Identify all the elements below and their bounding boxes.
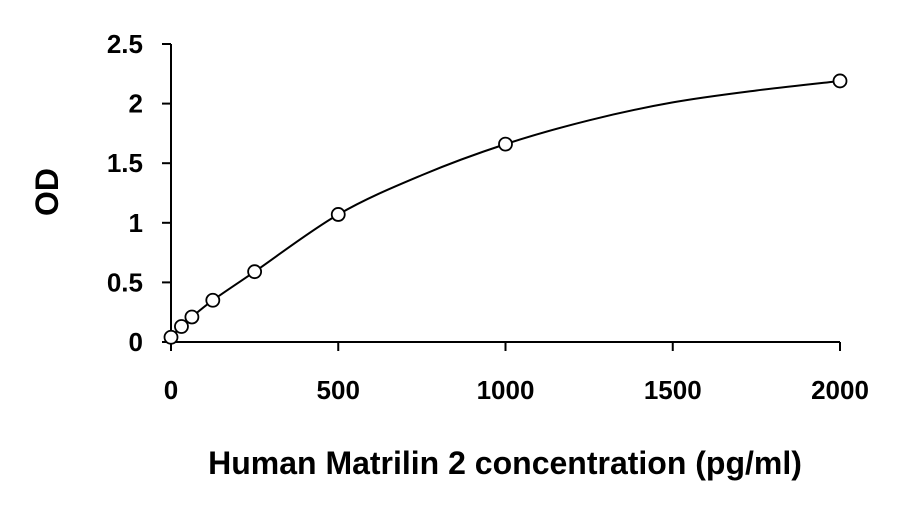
data-point	[832, 73, 848, 89]
data-point	[163, 329, 179, 345]
data-point	[174, 319, 189, 334]
y-tick-label: 2	[129, 89, 143, 119]
data-point	[247, 264, 263, 280]
x-tick-label: 1000	[477, 375, 535, 405]
tick-marks	[162, 43, 841, 351]
x-tick-label: 0	[164, 375, 178, 405]
data-point	[498, 136, 513, 152]
data-points	[163, 73, 848, 345]
data-point	[330, 207, 346, 222]
y-tick-label: 1.5	[107, 148, 143, 178]
data-point	[184, 309, 200, 325]
axes	[163, 44, 840, 343]
x-tick-label: 1500	[644, 375, 702, 405]
x-tick-label: 2000	[811, 375, 869, 405]
y-tick-label: 0.5	[107, 267, 143, 297]
data-point	[205, 292, 221, 308]
y-tick-label: 0	[129, 327, 143, 357]
x-axis-title: Human Matrilin 2 concentration (pg/ml)	[208, 445, 802, 481]
fit-curve-line	[170, 79, 841, 338]
y-tick-label: 1	[129, 208, 143, 238]
x-tick-label: 500	[317, 375, 360, 405]
y-tick-label: 2.5	[107, 29, 143, 59]
tick-labels: 0 0.5 1 1.5 2 2.5 0 500 1000 1500 2000	[107, 29, 869, 405]
y-axis-title: OD	[29, 168, 65, 216]
